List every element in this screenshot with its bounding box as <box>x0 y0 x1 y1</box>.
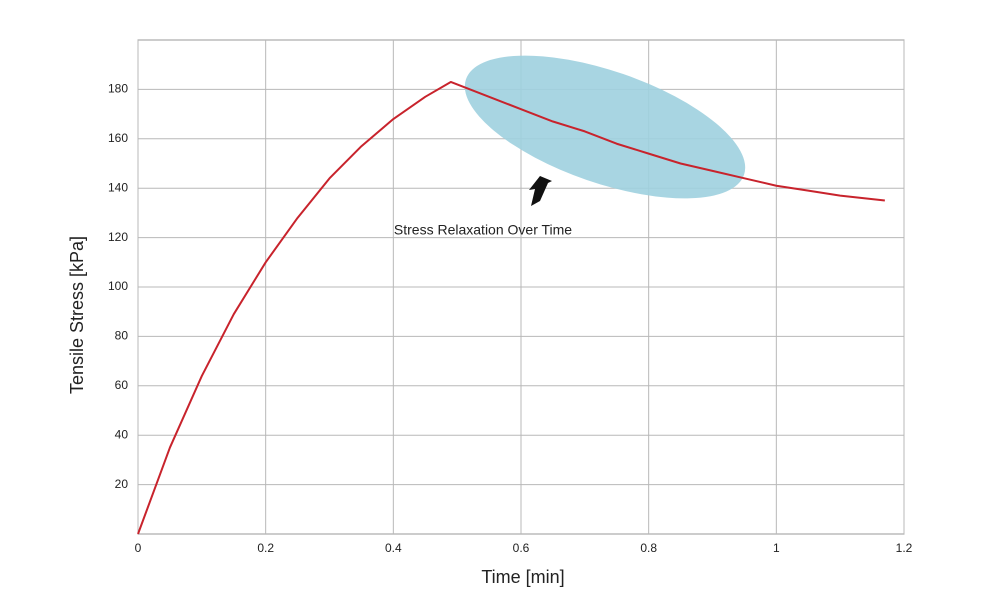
y-tick-label: 80 <box>115 329 129 343</box>
y-tick-label: 180 <box>108 82 128 96</box>
highlight-ellipse <box>464 55 746 199</box>
x-tick-label: 0.8 <box>640 541 657 555</box>
x-tick-label: 0.4 <box>385 541 402 555</box>
y-tick-label: 20 <box>115 477 129 491</box>
y-tick-label: 40 <box>115 427 129 441</box>
series <box>137 80 885 535</box>
annotation: Stress Relaxation Over Time <box>394 222 572 238</box>
y-tick-label: 140 <box>108 180 128 194</box>
y-tick-label: 120 <box>108 230 128 244</box>
x-tick-label: 0 <box>135 541 142 555</box>
x-tick-label: 0.2 <box>257 541 274 555</box>
y-tick-label: 60 <box>115 378 129 392</box>
y-tick-label: 100 <box>108 279 128 293</box>
x-tick-label: 0.6 <box>513 541 530 555</box>
x-tick-label: 1 <box>773 541 780 555</box>
x-axis-title: Time [min] <box>481 567 564 587</box>
x-tick-label: 1.2 <box>896 541 913 555</box>
series-line <box>137 80 885 535</box>
arrow <box>529 176 552 206</box>
y-axis-title: Tensile Stress [kPa] <box>67 236 87 394</box>
y-tick-label: 160 <box>108 131 128 145</box>
